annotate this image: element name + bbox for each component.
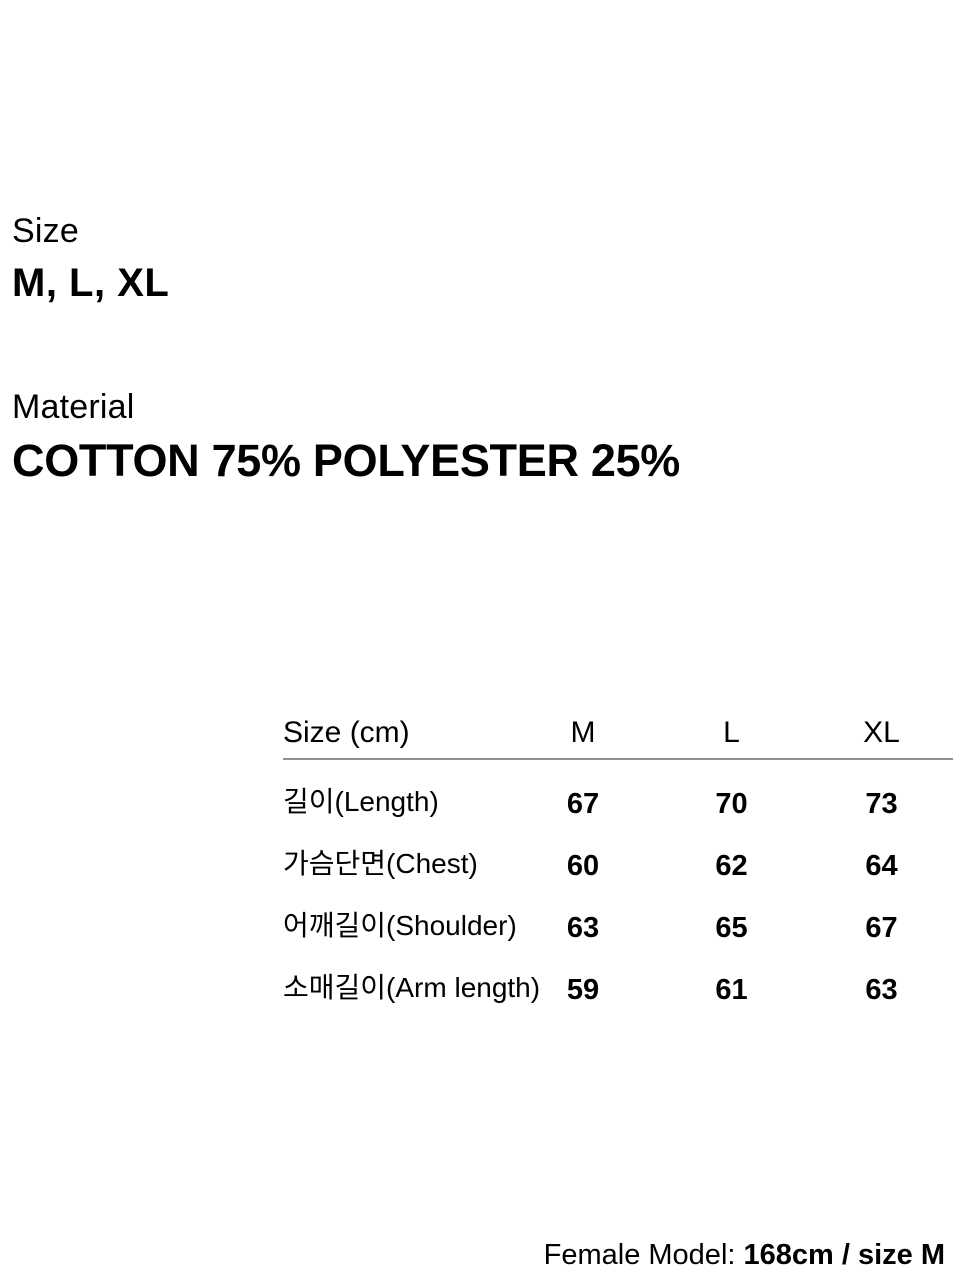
value-l: 70 xyxy=(715,787,748,820)
header-col-m: M xyxy=(570,716,596,749)
value-m: 60 xyxy=(566,849,600,882)
table-row-shoulder: 어깨길이(Shoulder) 63 65 67 xyxy=(283,893,953,955)
value-m: 63 xyxy=(566,911,600,944)
value-m: 59 xyxy=(566,973,600,1006)
size-chart-header-row: Size (cm) M L XL xyxy=(283,712,953,758)
value-xl: 67 xyxy=(865,911,898,944)
table-row-length: 길이(Length) 67 70 73 xyxy=(283,769,953,831)
row-label: 소매길이(Arm length) xyxy=(283,972,541,1003)
size-chart-body: 길이(Length) 67 70 73 가슴단면(Chest) 60 62 64… xyxy=(283,760,953,1017)
table-row-chest: 가슴단면(Chest) 60 62 64 xyxy=(283,831,953,893)
header-divider-line xyxy=(283,758,953,760)
value-m: 67 xyxy=(566,787,600,820)
value-l: 65 xyxy=(715,911,748,944)
value-xl: 63 xyxy=(865,973,898,1006)
header-col-l: L xyxy=(723,716,740,749)
material-value: COTTON 75% POLYESTER 25% xyxy=(12,434,681,486)
row-label: 길이(Length) xyxy=(283,786,439,817)
model-info-value: 168cm / size M xyxy=(743,1239,946,1271)
model-info-label: Female Model: xyxy=(543,1239,744,1271)
material-section: Material COTTON 75% POLYESTER 25% xyxy=(12,386,680,489)
row-label: 가슴단면(Chest) xyxy=(283,848,478,879)
table-row-arm-length: 소매길이(Arm length) 59 61 63 xyxy=(283,955,953,1017)
header-size-cm: Size (cm) xyxy=(283,716,410,749)
size-heading: Size xyxy=(12,212,79,250)
value-xl: 73 xyxy=(865,787,898,820)
row-label: 어깨길이(Shoulder) xyxy=(283,910,517,941)
value-l: 61 xyxy=(715,973,748,1006)
model-info: Female Model: 168cm / size M xyxy=(544,1239,945,1272)
value-xl: 64 xyxy=(865,849,898,882)
size-options-value: M, L, XL xyxy=(12,260,170,305)
value-l: 62 xyxy=(715,849,748,882)
size-chart-table: Size (cm) M L XL 길이(Length) 67 70 73 가슴단… xyxy=(283,712,953,1017)
header-col-xl: XL xyxy=(863,716,900,749)
size-section: Size M, L, XL xyxy=(12,210,169,308)
material-heading: Material xyxy=(12,388,135,426)
